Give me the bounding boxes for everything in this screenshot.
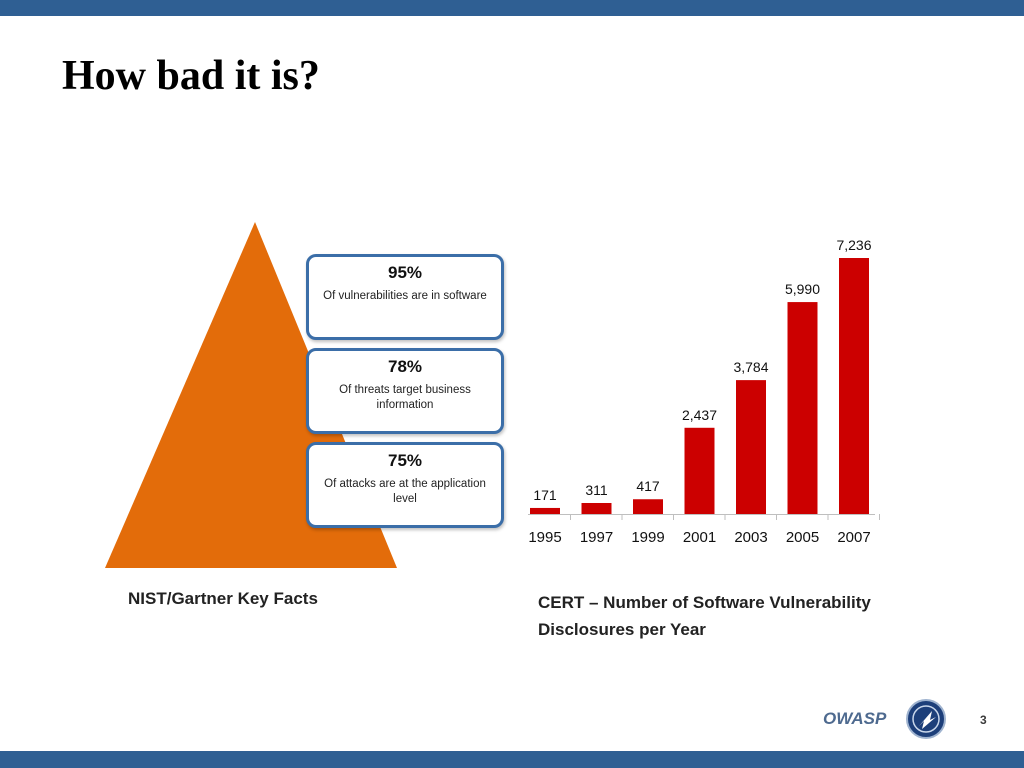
fact-box-business-threats: 78% Of threats target business informati…: [306, 348, 504, 434]
value-label-1995: 171: [533, 487, 557, 503]
fact-text: Of attacks are at the application level: [324, 478, 486, 505]
footer-bar: [0, 751, 1024, 768]
category-label-2007: 2007: [837, 529, 870, 546]
bar-1995: [530, 507, 560, 514]
category-label-2003: 2003: [734, 529, 767, 546]
value-label-1999: 417: [636, 478, 660, 494]
value-label-2005: 5,990: [785, 281, 820, 297]
bar-2003: [736, 380, 766, 514]
bar-1997: [581, 502, 612, 514]
category-label-2005: 2005: [786, 529, 819, 546]
fact-percent: 75%: [387, 451, 423, 470]
category-label-1995: 1995: [528, 529, 561, 546]
footer-brand: OWASP: [823, 709, 887, 728]
chart-caption: CERT – Number of Software Vulnerability …: [538, 593, 871, 639]
value-label-2007: 7,236: [836, 237, 871, 253]
slide-title: How bad it is?: [62, 53, 320, 99]
fact-box-software-vulnerabilities: 95% Of vulnerabilities are in software: [306, 254, 504, 340]
fact-box-application-attacks: 75% Of attacks are at the application le…: [306, 442, 504, 528]
key-facts-caption: NIST/Gartner Key Facts: [128, 589, 318, 608]
category-label-2001: 2001: [683, 529, 716, 546]
bar-1999: [633, 499, 663, 514]
value-label-1997: 311: [585, 482, 608, 498]
fact-text: Of vulnerabilities are in software: [323, 290, 487, 302]
fact-text: Of threats target business information: [339, 384, 471, 411]
bar-2005: [787, 302, 818, 514]
bar-2007: [839, 258, 869, 514]
bar-2001: [684, 427, 715, 514]
page-number: 3: [980, 713, 987, 727]
value-label-2001: 2,437: [682, 407, 717, 423]
header-bar: [0, 0, 1024, 16]
vulnerability-bar-chart: 171 1995 311 1997 417 1999 2,437 2001 3,784 2003 5…: [528, 237, 880, 546]
owasp-logo-icon: [906, 699, 946, 739]
category-label-1997: 1997: [580, 529, 613, 546]
category-label-1999: 1999: [631, 529, 664, 546]
value-label-2003: 3,784: [733, 359, 768, 375]
fact-percent: 95%: [387, 263, 423, 282]
fact-percent: 78%: [387, 357, 423, 376]
